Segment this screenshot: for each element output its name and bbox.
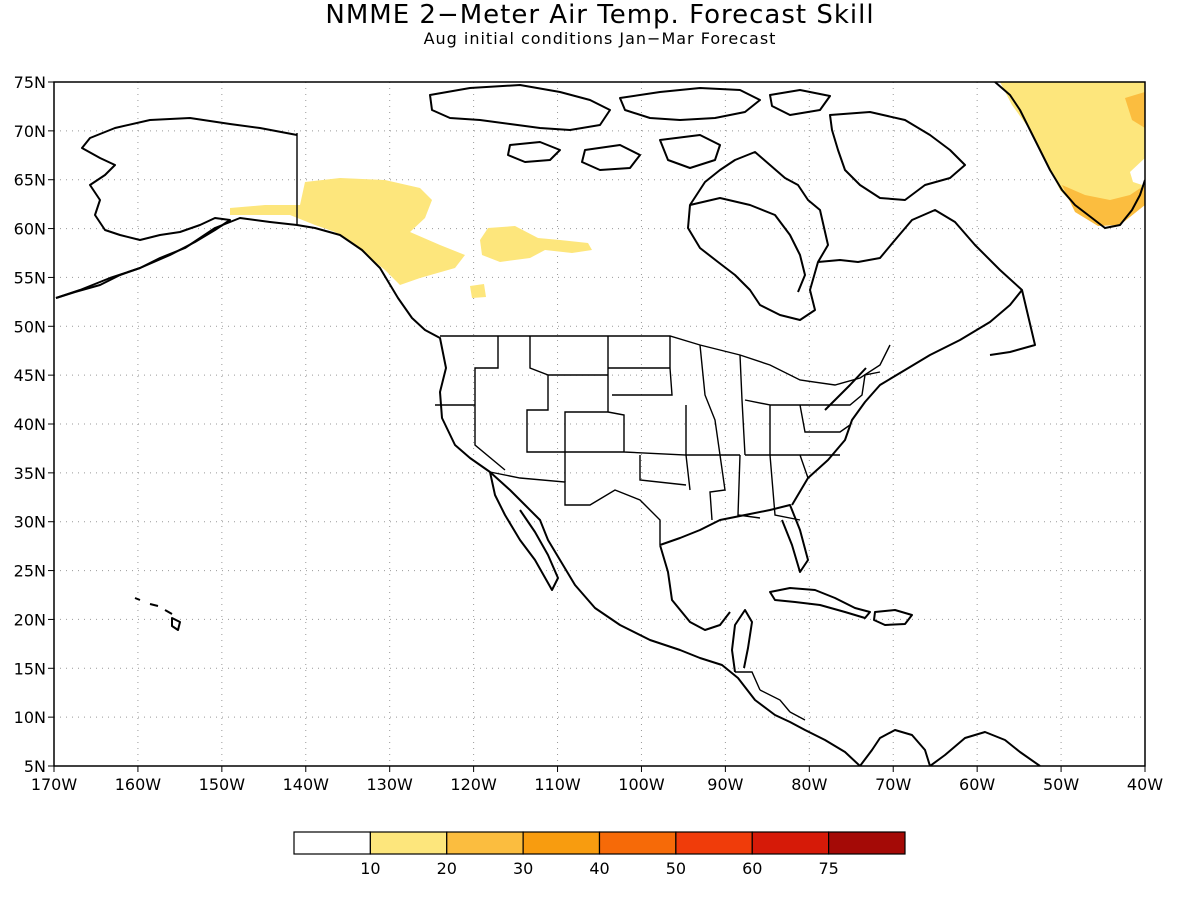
plot-frame (53, 81, 1146, 767)
y-tick-label: 40N (14, 415, 46, 434)
border-us-states-west (435, 336, 740, 491)
x-tick-labels: 170W 160W 150W 140W 130W 120W 110W 100W 90W 80W 70… (31, 766, 1163, 794)
x-tick-label: 120W (450, 775, 497, 794)
coastline-baja (489, 471, 559, 591)
colorbar-label: 30 (513, 859, 533, 878)
colorbar-swatch (369, 831, 448, 855)
x-tick-label: 100W (618, 775, 665, 794)
border-central-america (735, 671, 806, 721)
colorbar: 10 20 30 40 50 60 75 (293, 831, 906, 878)
coastline-north-america (55, 151, 1041, 766)
colorbar-label: 50 (666, 859, 686, 878)
skill-region-greenland-white (1130, 158, 1145, 186)
skill-region-northern-canada-spot (470, 284, 486, 298)
x-tick-label: 50W (1043, 775, 1079, 794)
colorbar-swatch (828, 831, 906, 855)
x-tick-label: 60W (959, 775, 995, 794)
coastlines (55, 82, 1145, 766)
grid-lines (54, 82, 1145, 766)
x-tick-label: 130W (367, 775, 414, 794)
skill-region-greenland-northeast (1125, 92, 1145, 128)
coastline-arctic-islands (429, 84, 966, 201)
colorbar-label: 10 (360, 859, 380, 878)
map-subtitle: Aug initial conditions Jan−Mar Forecast (423, 29, 777, 48)
y-tick-label: 20N (14, 610, 46, 629)
y-tick-labels: 75N 70N 65N 60N 55N 50N 45N 40N 35N 30N 25N 20N 15N 1… (14, 73, 54, 776)
skill-region-greenland-south (1062, 185, 1145, 226)
coastline-alaska (55, 117, 298, 299)
map-title: NMME 2−Meter Air Temp. Forecast Skill (325, 0, 875, 30)
y-tick-label: 60N (14, 220, 46, 239)
y-tick-label: 10N (14, 708, 46, 727)
y-tick-label: 70N (14, 122, 46, 141)
coastline-hawaii (134, 597, 181, 631)
y-tick-label: 5N (24, 757, 46, 776)
colorbar-label: 60 (742, 859, 762, 878)
skill-region-greenland-east (1000, 82, 1145, 222)
y-tick-label: 55N (14, 268, 46, 287)
skill-region-alaska-yukon (230, 178, 465, 285)
colorbar-swatch (446, 831, 524, 855)
y-tick-label: 25N (14, 562, 46, 581)
x-tick-label: 140W (283, 775, 330, 794)
colorbar-swatch (598, 831, 677, 855)
y-tick-label: 45N (14, 366, 46, 385)
x-tick-label: 170W (31, 775, 78, 794)
colorbar-swatch (522, 831, 601, 855)
border-us-mexico (489, 471, 661, 545)
colorbar-label: 75 (818, 859, 838, 878)
coastline-hispaniola (873, 609, 913, 626)
skill-shading (230, 82, 1145, 298)
y-tick-label: 65N (14, 171, 46, 190)
colorbar-swatch (751, 831, 830, 855)
colorbar-swatch (675, 831, 753, 855)
coastline-hudson-bay (689, 197, 806, 293)
colorbar-swatch (293, 831, 371, 855)
colorbar-label: 40 (589, 859, 609, 878)
y-tick-label: 35N (14, 464, 46, 483)
coastline-greenland (994, 82, 1145, 229)
y-tick-label: 15N (14, 659, 46, 678)
x-tick-label: 150W (199, 775, 246, 794)
y-tick-label: 50N (14, 317, 46, 336)
y-tick-label: 30N (14, 513, 46, 532)
colorbar-label: 20 (437, 859, 457, 878)
x-tick-label: 160W (115, 775, 162, 794)
y-tick-label: 75N (14, 73, 46, 92)
skill-region-northern-canada (480, 226, 592, 262)
x-tick-label: 70W (875, 775, 911, 794)
border-us-canada (440, 335, 891, 386)
political-borders (296, 133, 891, 721)
coastline-south-america (859, 729, 931, 766)
x-tick-label: 90W (707, 775, 743, 794)
x-tick-label: 40W (1127, 775, 1163, 794)
border-us-states-east (699, 344, 881, 521)
x-tick-label: 80W (791, 775, 827, 794)
x-tick-label: 110W (534, 775, 581, 794)
coastline-cuba (769, 587, 871, 619)
